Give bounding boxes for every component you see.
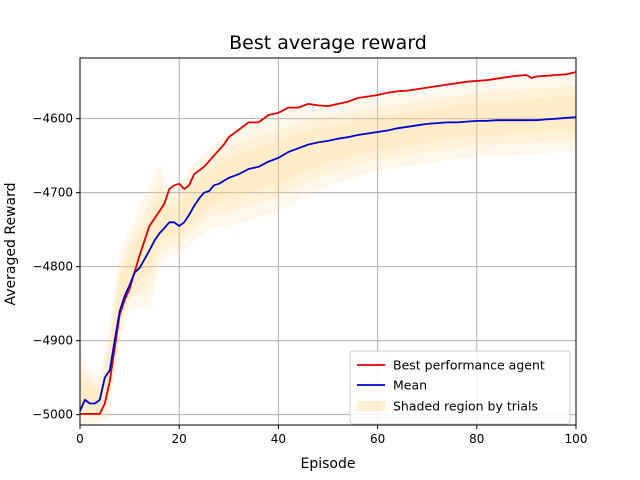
legend-label-best: Best performance agent <box>393 358 545 373</box>
y-axis-label: Averaged Reward <box>3 183 19 306</box>
x-tick-label: 20 <box>172 432 187 446</box>
chart-title: Best average reward <box>229 32 427 54</box>
y-tick-label: −5000 <box>32 408 73 422</box>
x-tick-label: 100 <box>565 432 588 446</box>
plot-frame <box>79 57 577 426</box>
y-tick-label: −4700 <box>32 186 73 200</box>
legend-label-mean: Mean <box>393 378 427 393</box>
x-axis-label: Episode <box>301 456 356 472</box>
shaded-region-layer <box>80 74 576 426</box>
x-tick-label: 0 <box>76 432 84 446</box>
y-tick-label: −4600 <box>32 112 73 126</box>
series-line-best <box>80 71 577 415</box>
legend-box <box>349 350 571 425</box>
y-ticks: −5000 −4900 −4800 −4700 −4600 <box>32 112 80 422</box>
series-line-mean <box>79 116 577 412</box>
x-ticks: 0 20 40 60 80 100 <box>76 425 587 446</box>
y-tick-label: −4900 <box>32 334 73 348</box>
shaded-band-0 <box>80 74 576 426</box>
legend-swatch-shaded <box>357 401 385 411</box>
shaded-band-1 <box>80 85 576 418</box>
y-tick-label: −4800 <box>32 260 73 274</box>
shaded-band-2 <box>80 95 576 413</box>
legend-label-shaded: Shaded region by trials <box>393 399 538 414</box>
x-tick-label: 60 <box>370 432 385 446</box>
x-tick-label: 80 <box>469 432 484 446</box>
x-tick-label: 40 <box>271 432 286 446</box>
legend: Best performance agent Mean Shaded regio… <box>349 350 571 425</box>
series-lines <box>79 71 577 415</box>
